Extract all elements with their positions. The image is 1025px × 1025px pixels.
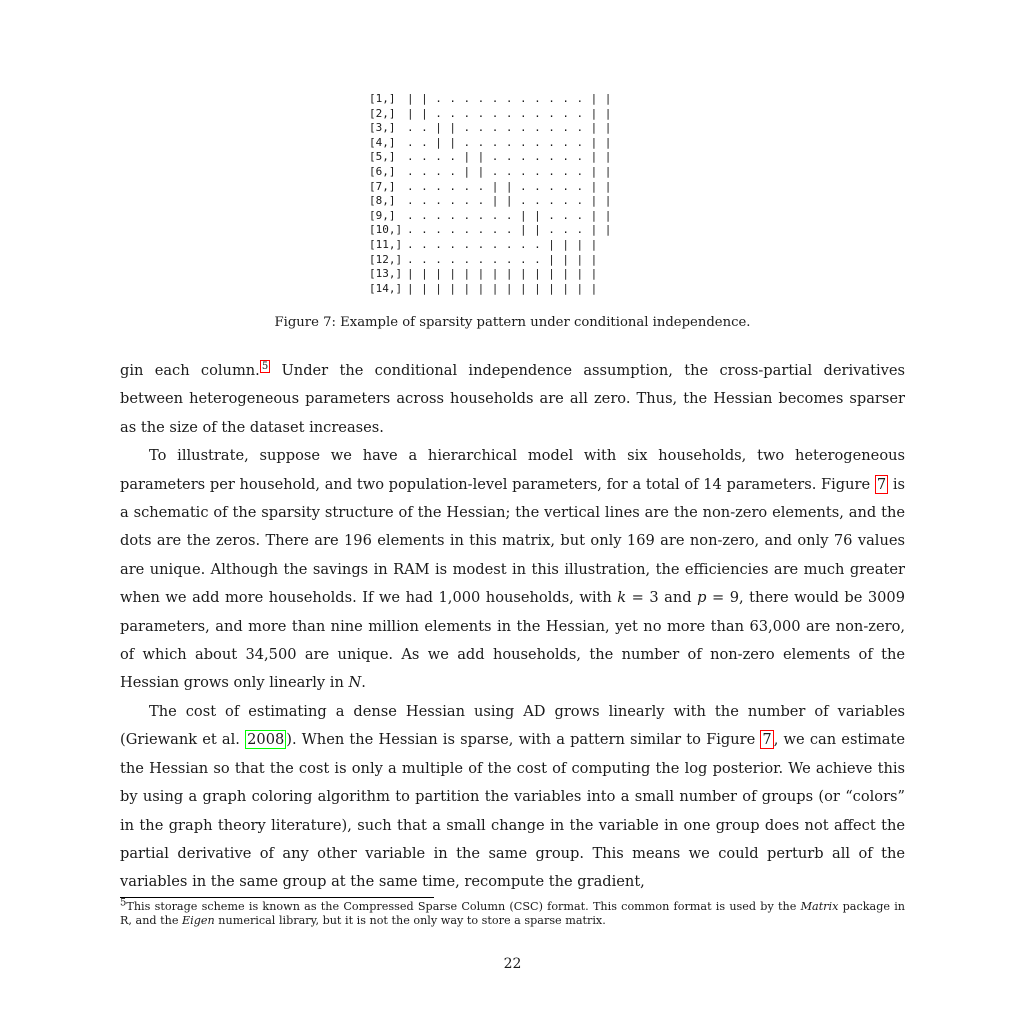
row-label: [11,] [369,237,403,251]
row-cells: ..........|||| [407,252,605,266]
matrix-row: [10,] ........||...|| [369,223,619,238]
figure-ref-link[interactable]: 7 [760,730,774,750]
row-cells: ......||.....|| [407,194,619,208]
paragraph-2: To illustrate, suppose we have a hierarc… [120,447,905,692]
matrix-row: [12,] ..........|||| [369,253,619,268]
figure-ref-link[interactable]: 7 [874,474,889,494]
row-label: [7,] [369,179,396,193]
matrix-row: [14,] |||||||||||||| [369,282,619,297]
row-cells: ||...........|| [407,106,619,120]
row-cells: ........||...|| [407,223,619,237]
paragraph-3: The cost of estimating a dense Hessian u… [120,702,906,891]
row-label: [10,] [369,223,403,237]
matrix-row: [7,] ......||.....|| [369,180,619,195]
matrix-row: [3,] ..||.........|| [369,121,619,136]
row-cells: |||||||||||||| [407,281,605,295]
matrix-row: [9,] ........||...|| [369,209,619,224]
row-cells: ..||.........|| [407,135,619,149]
page-number: 22 [503,956,522,972]
paragraph-1: gin each column. 5 Under the conditional … [120,360,905,436]
matrix-row: [1,] ||...........|| [369,92,619,107]
matrix-row: [4,] ..||.........|| [369,136,619,151]
sparsity-figure: [1,] ||...........|| [2,] ||...........|| [3… [369,92,619,296]
row-label: [4,] [369,135,396,149]
matrix-row: [5,] ....||.......|| [369,150,619,165]
row-label: [5,] [369,150,396,164]
row-cells: ....||.......|| [407,150,619,164]
row-cells: ||...........|| [407,92,619,105]
citation-link[interactable]: 2008 [245,730,287,750]
matrix-row: [11,] ..........|||| [369,238,619,253]
row-label: [13,] [369,267,403,281]
row-label: [1,] [369,92,396,105]
body-text: gin each column. 5 Under the conditional … [120,357,905,897]
row-label: [8,] [369,194,396,208]
row-cells: |||||||||||||| [407,267,605,281]
figure-caption: Figure 7: Example of sparsity pattern un… [274,315,751,330]
row-label: [6,] [369,164,396,178]
footnote-link[interactable]: 5 [259,360,271,374]
row-cells: ........||...|| [407,208,619,222]
row-cells: ..........|||| [407,237,605,251]
row-cells: ......||.....|| [407,179,619,193]
row-label: [9,] [369,208,396,222]
footnote-divider [120,897,434,898]
row-label: [14,] [369,281,403,295]
row-label: [12,] [369,252,403,266]
row-cells: ..||.........|| [407,121,619,135]
row-label: [2,] [369,106,396,120]
matrix-row: [13,] |||||||||||||| [369,267,619,282]
row-cells: ....||.......|| [407,164,619,178]
footnote: 5This storage scheme is known as the Com… [120,897,905,927]
matrix-row: [2,] ||...........|| [369,107,619,122]
matrix-row: [6,] ....||.......|| [369,165,619,180]
matrix-row: [8,] ......||.....|| [369,194,619,209]
row-label: [3,] [369,121,396,135]
